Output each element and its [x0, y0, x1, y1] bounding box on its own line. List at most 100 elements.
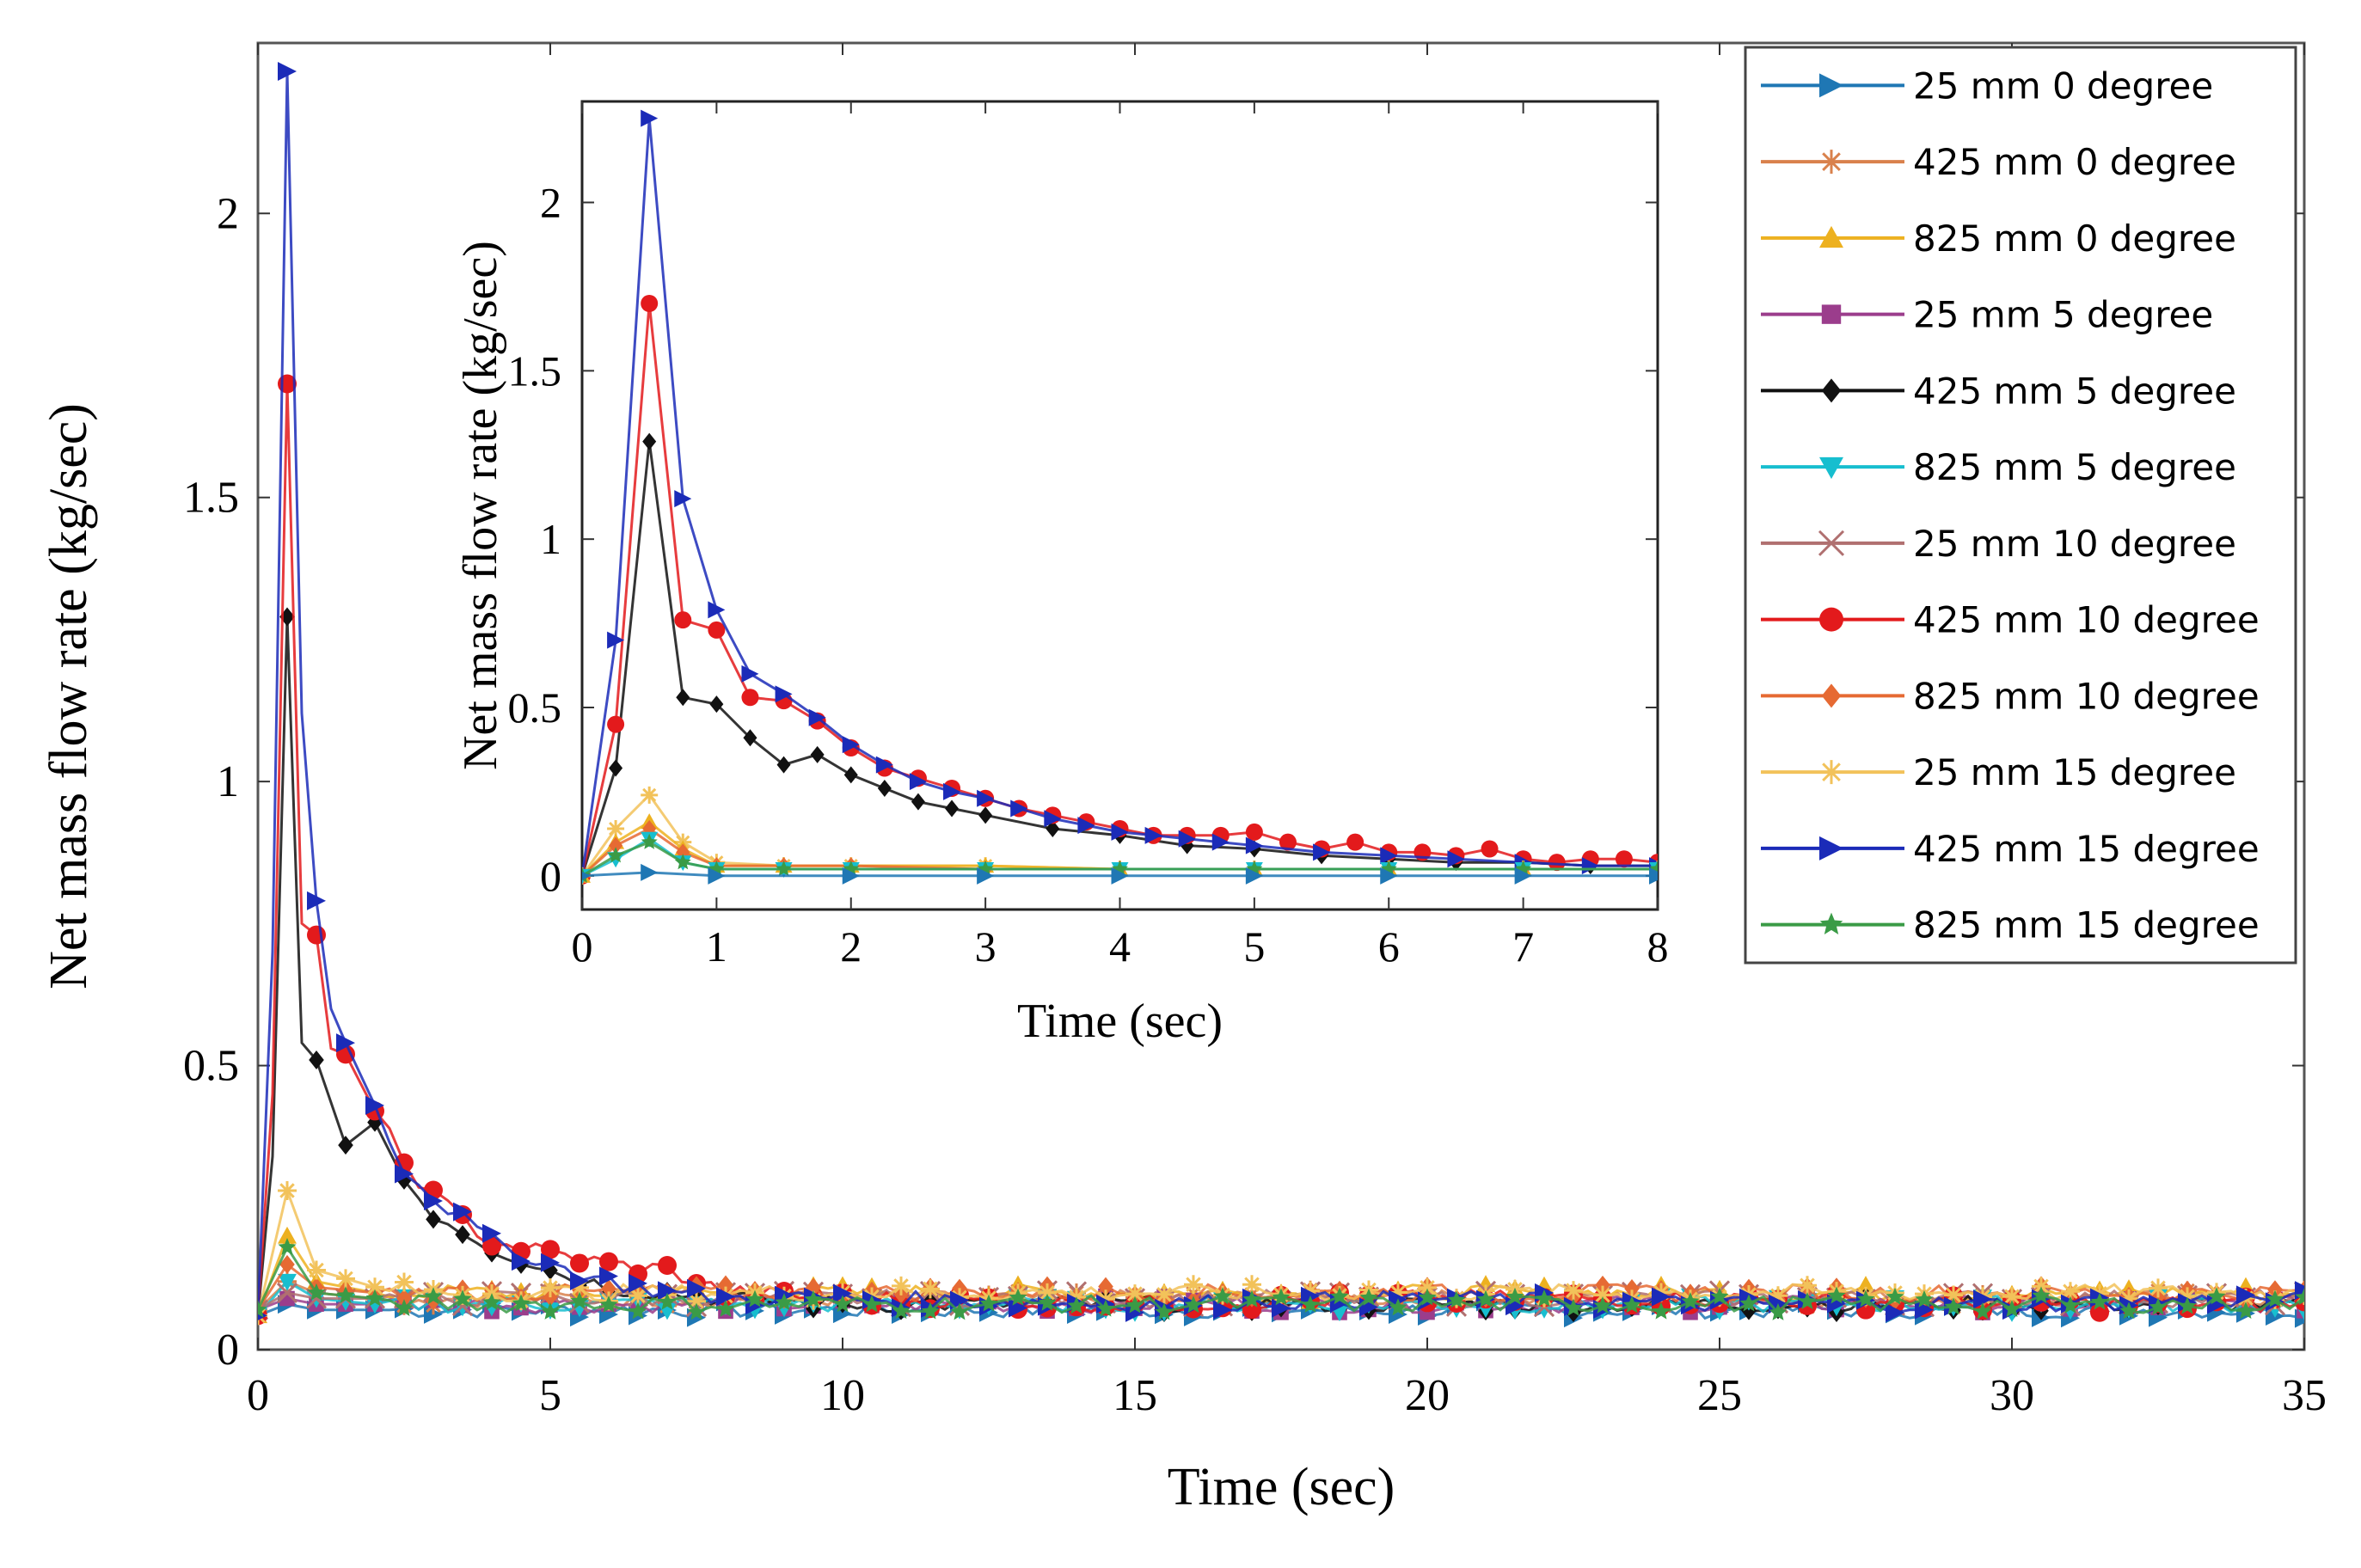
data-point — [1245, 867, 1263, 885]
legend-marker — [1819, 225, 1843, 248]
data-point — [1155, 1302, 1174, 1320]
x-tick-label: 15 — [1113, 1371, 1157, 1420]
data-point — [258, 1300, 267, 1318]
data-point — [979, 1294, 998, 1312]
data-point — [842, 736, 860, 754]
data-point — [1009, 1288, 1027, 1306]
legend-frame — [1744, 46, 2297, 965]
data-point — [1067, 1296, 1086, 1314]
data-point — [833, 1283, 852, 1303]
data-point — [1615, 850, 1633, 868]
legend-entry: 25 mm 5 degree — [1761, 294, 2213, 336]
data-point — [1856, 1276, 1875, 1293]
data-point — [482, 1223, 501, 1243]
data-point — [1798, 1276, 1817, 1295]
data-point — [843, 861, 860, 877]
data-point — [336, 1033, 355, 1053]
data-point — [426, 1210, 441, 1229]
data-point — [945, 799, 960, 818]
x-tick-label: 5 — [539, 1371, 561, 1420]
data-point — [658, 1255, 677, 1275]
legend-entry: 825 mm 10 degree — [1761, 675, 2260, 717]
data-point — [365, 1296, 384, 1314]
legend-marker — [1819, 912, 1843, 934]
data-point — [541, 1240, 560, 1259]
data-point — [1514, 867, 1532, 885]
data-point — [2061, 1295, 2080, 1314]
data-point — [1111, 823, 1129, 841]
data-point — [687, 1302, 706, 1320]
data-point — [609, 759, 623, 777]
data-point — [2119, 1302, 2138, 1320]
data-point — [629, 1286, 647, 1306]
x-tick-label: 5 — [1243, 922, 1265, 971]
legend-label: 25 mm 15 degree — [1913, 751, 2236, 793]
data-point — [877, 780, 892, 797]
data-point — [1389, 1283, 1407, 1302]
data-point — [1886, 1287, 1904, 1305]
legend-marker — [1821, 378, 1842, 403]
data-point — [741, 689, 759, 707]
data-point — [279, 1254, 295, 1274]
data-point — [309, 1050, 324, 1069]
data-point — [601, 1278, 616, 1298]
data-point — [307, 1260, 326, 1280]
legend-label: 425 mm 10 degree — [1913, 599, 2260, 641]
data-point — [1213, 1300, 1232, 1320]
legend-label: 825 mm 10 degree — [1913, 675, 2260, 717]
data-point — [1944, 1285, 1963, 1305]
data-point — [1242, 1275, 1261, 1295]
data-point — [1447, 850, 1465, 868]
x-axis-title: Time (sec) — [1168, 1458, 1395, 1516]
data-point — [1481, 840, 1499, 858]
y-axis-title: Net mass flow rate (kg/sec) — [454, 241, 507, 770]
data-point — [1144, 826, 1162, 844]
legend-entry: 25 mm 15 degree — [1761, 751, 2236, 793]
data-point — [775, 1293, 794, 1311]
data-point — [687, 1278, 706, 1298]
legend-marker — [1819, 607, 1843, 632]
legend-label: 25 mm 10 degree — [1913, 523, 2236, 565]
data-point — [395, 1164, 414, 1184]
data-point — [833, 1295, 852, 1313]
data-point — [921, 1302, 940, 1320]
data-point — [2295, 1288, 2304, 1306]
data-point — [943, 782, 961, 800]
data-point — [1155, 1284, 1174, 1304]
data-point — [687, 1291, 706, 1311]
legend-label: 425 mm 0 degree — [1913, 141, 2236, 183]
legend-entry: 425 mm 5 degree — [1761, 370, 2236, 412]
data-point — [674, 490, 692, 508]
series-825-mm-15-degree — [582, 833, 1658, 883]
data-point — [278, 1226, 297, 1244]
data-point — [629, 1302, 647, 1320]
data-point — [708, 601, 726, 619]
data-point — [775, 685, 793, 703]
series-25-mm-0-degree — [582, 863, 1658, 885]
data-point — [718, 1275, 733, 1295]
data-point — [1178, 830, 1196, 848]
y-tick-label: 1 — [540, 515, 561, 563]
data-point — [482, 1293, 501, 1310]
legend: 25 mm 0 degree 425 mm 0 degree 825 mm 0 de… — [1744, 46, 2297, 965]
data-point — [278, 1180, 297, 1200]
data-point — [641, 833, 658, 849]
data-point — [1624, 1279, 1640, 1299]
data-point — [2061, 1282, 2080, 1302]
data-point — [1389, 1298, 1407, 1316]
data-point — [307, 1283, 326, 1301]
data-point — [607, 847, 624, 863]
data-point — [541, 1278, 560, 1298]
data-point — [1944, 1297, 1963, 1315]
data-point — [424, 1287, 443, 1305]
data-point — [806, 1277, 821, 1297]
data-point — [276, 1282, 298, 1303]
data-point — [1380, 847, 1398, 865]
legend-entry: 825 mm 15 degree — [1761, 904, 2260, 946]
legend-entry: 425 mm 0 degree — [1761, 141, 2236, 183]
data-point — [570, 1253, 589, 1273]
data-point — [716, 1287, 735, 1307]
data-point — [453, 1202, 472, 1222]
data-point — [1111, 867, 1129, 885]
data-point — [641, 863, 659, 881]
